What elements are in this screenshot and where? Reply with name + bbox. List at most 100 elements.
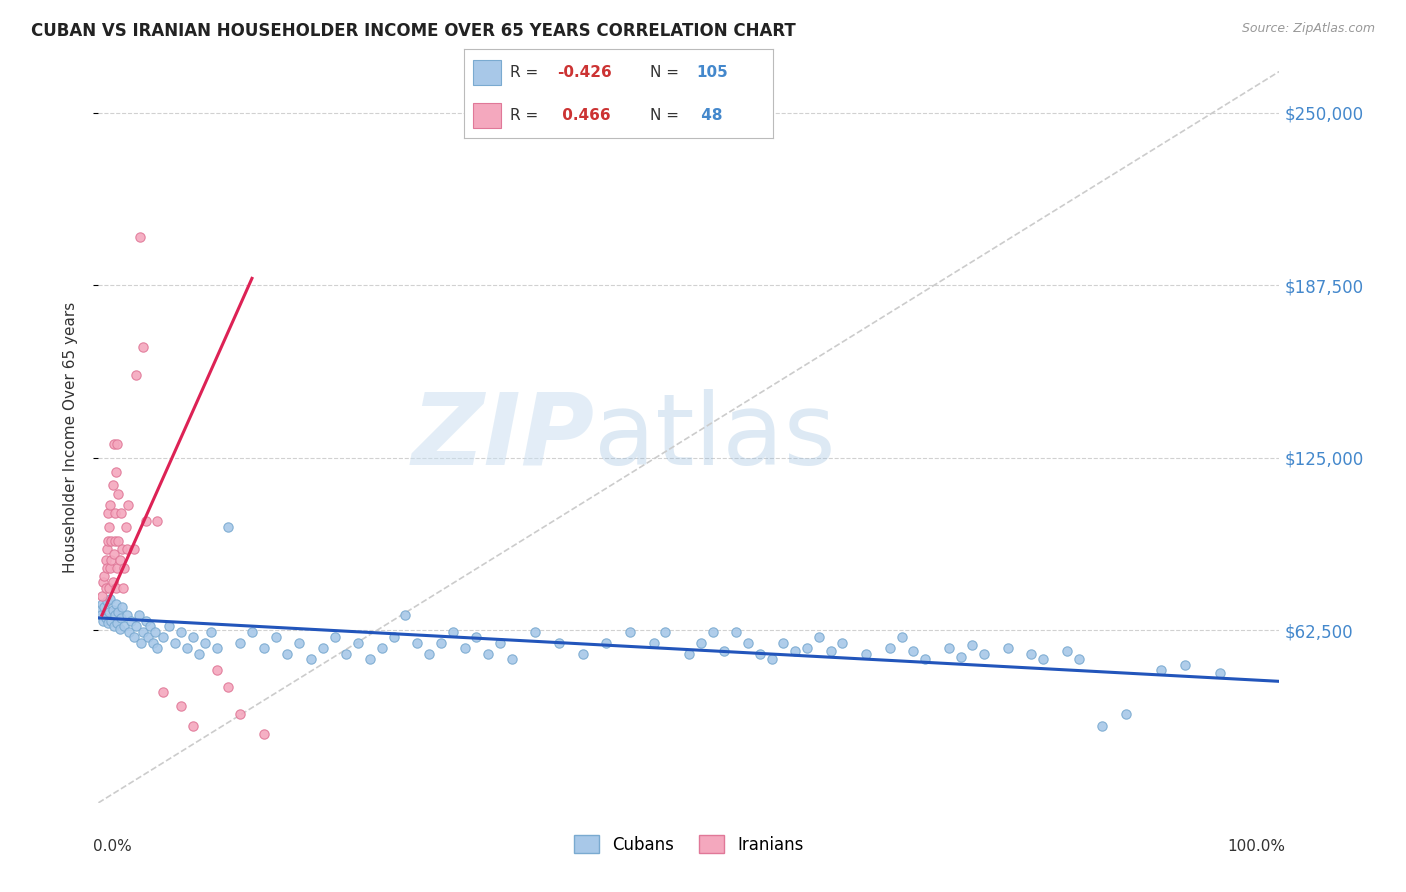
Point [94,553,117,567]
Point [105,597,128,611]
Point [1174,657,1197,672]
Point [359,652,381,666]
Point [91,574,114,589]
Point [1150,663,1173,677]
Point [170,624,193,639]
Point [129,636,152,650]
Text: 48: 48 [696,108,723,122]
Point [117,498,139,512]
Point [288,636,311,650]
Point [595,636,617,650]
Point [323,630,346,644]
Point [299,652,322,666]
Point [115,608,138,623]
Point [100,553,122,567]
Point [101,478,124,492]
Point [96,561,118,575]
Point [135,514,157,528]
Point [382,630,405,644]
Point [101,574,124,589]
Point [112,561,135,575]
Point [229,707,252,722]
Point [107,486,129,500]
Point [820,644,842,658]
Point [93,569,115,583]
Point [1032,652,1054,666]
Point [217,680,239,694]
Point [121,614,143,628]
Point [125,368,148,382]
Point [100,533,122,548]
FancyBboxPatch shape [474,60,501,85]
Text: atlas: atlas [595,389,837,485]
Point [194,636,217,650]
Point [107,533,129,548]
Point [104,533,127,548]
Point [548,636,571,650]
Point [146,641,169,656]
Point [253,641,276,656]
Point [170,699,193,714]
Point [176,641,198,656]
Text: CUBAN VS IRANIAN HOUSEHOLDER INCOME OVER 65 YEARS CORRELATION CHART: CUBAN VS IRANIAN HOUSEHOLDER INCOME OVER… [31,22,796,40]
Point [112,619,135,633]
Point [108,622,131,636]
Point [1091,718,1114,732]
Point [105,437,128,451]
Point [772,636,794,650]
Point [229,636,252,650]
Point [430,636,453,650]
Point [103,548,125,562]
Point [132,340,155,354]
Text: Source: ZipAtlas.com: Source: ZipAtlas.com [1241,22,1375,36]
Point [98,498,121,512]
Text: R =: R = [510,108,538,122]
Point [371,641,394,656]
Point [98,520,121,534]
Point [524,624,547,639]
Point [122,541,145,556]
Point [796,641,818,656]
Point [104,608,127,623]
Point [335,647,357,661]
Point [713,644,735,658]
Point [997,641,1019,656]
Point [97,533,120,548]
Point [453,641,475,656]
Point [152,630,174,644]
Point [115,541,138,556]
Point [264,630,287,644]
Point [181,718,204,732]
Point [94,581,117,595]
Point [108,553,131,567]
Point [879,641,901,656]
Point [122,630,145,644]
Point [139,619,162,633]
Point [200,624,222,639]
Point [125,619,148,633]
Legend: Cubans, Iranians: Cubans, Iranians [567,829,811,860]
Point [114,520,136,534]
Point [962,639,984,653]
Point [1209,666,1232,681]
Point [347,636,370,650]
Point [128,608,150,623]
Point [165,636,187,650]
Point [98,561,121,575]
Point [97,506,120,520]
Point [128,230,150,244]
Point [217,520,239,534]
Point [101,602,124,616]
Text: N =: N = [650,65,679,79]
Point [90,608,112,623]
Text: ZIP: ZIP [412,389,595,485]
Point [394,608,416,623]
Point [501,652,523,666]
Point [205,641,228,656]
Point [91,589,114,603]
Text: R =: R = [510,65,538,79]
Point [903,644,925,658]
Text: 100.0%: 100.0% [1227,839,1285,855]
Point [135,614,157,628]
Point [441,624,464,639]
